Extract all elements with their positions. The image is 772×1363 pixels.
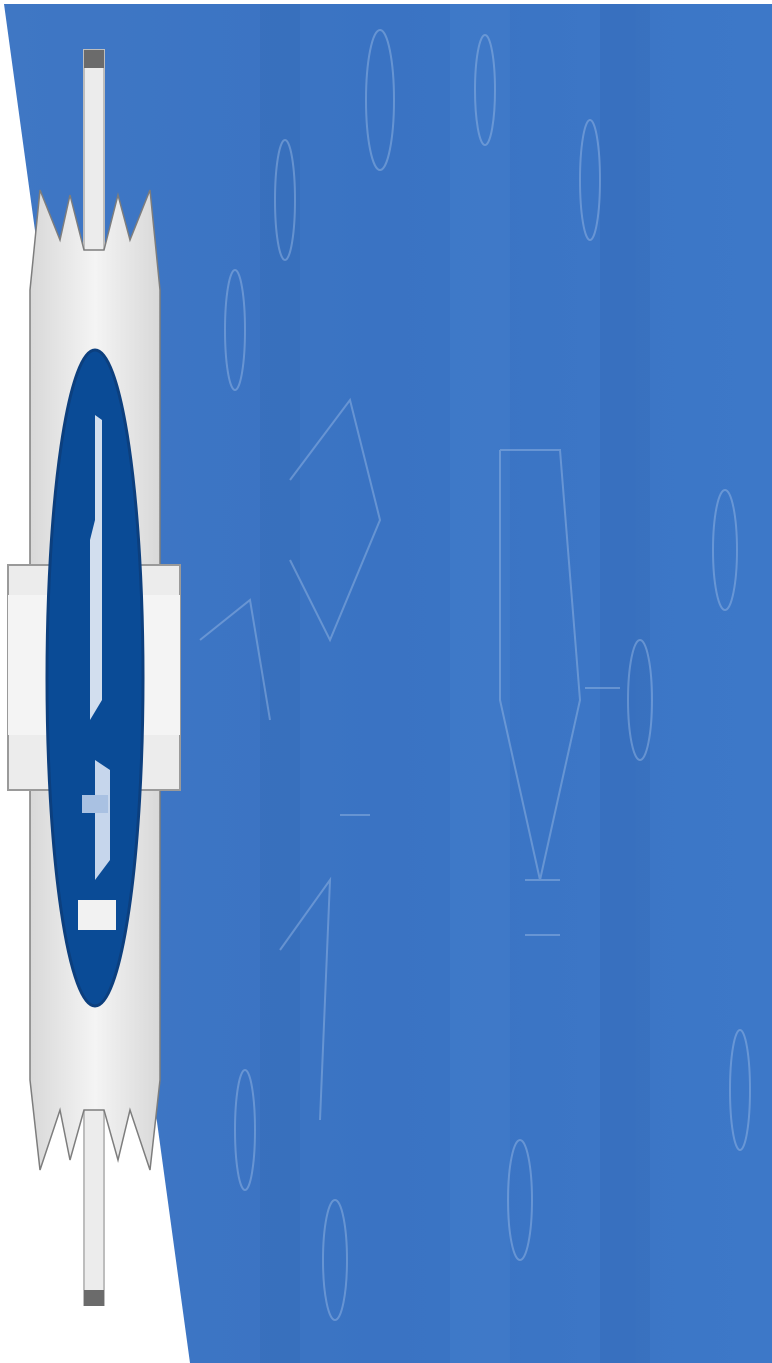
molecule-pattern — [199, 29, 751, 1321]
emblem-glyph — [95, 760, 110, 880]
emblem-glyph — [78, 900, 116, 930]
emblem-glyph — [82, 795, 108, 813]
background-panel — [4, 4, 772, 1363]
badge-bar-cap — [84, 50, 104, 68]
emblem-glyph — [90, 415, 102, 720]
streaks — [260, 4, 650, 1363]
badge-bar-cap — [84, 1290, 104, 1306]
